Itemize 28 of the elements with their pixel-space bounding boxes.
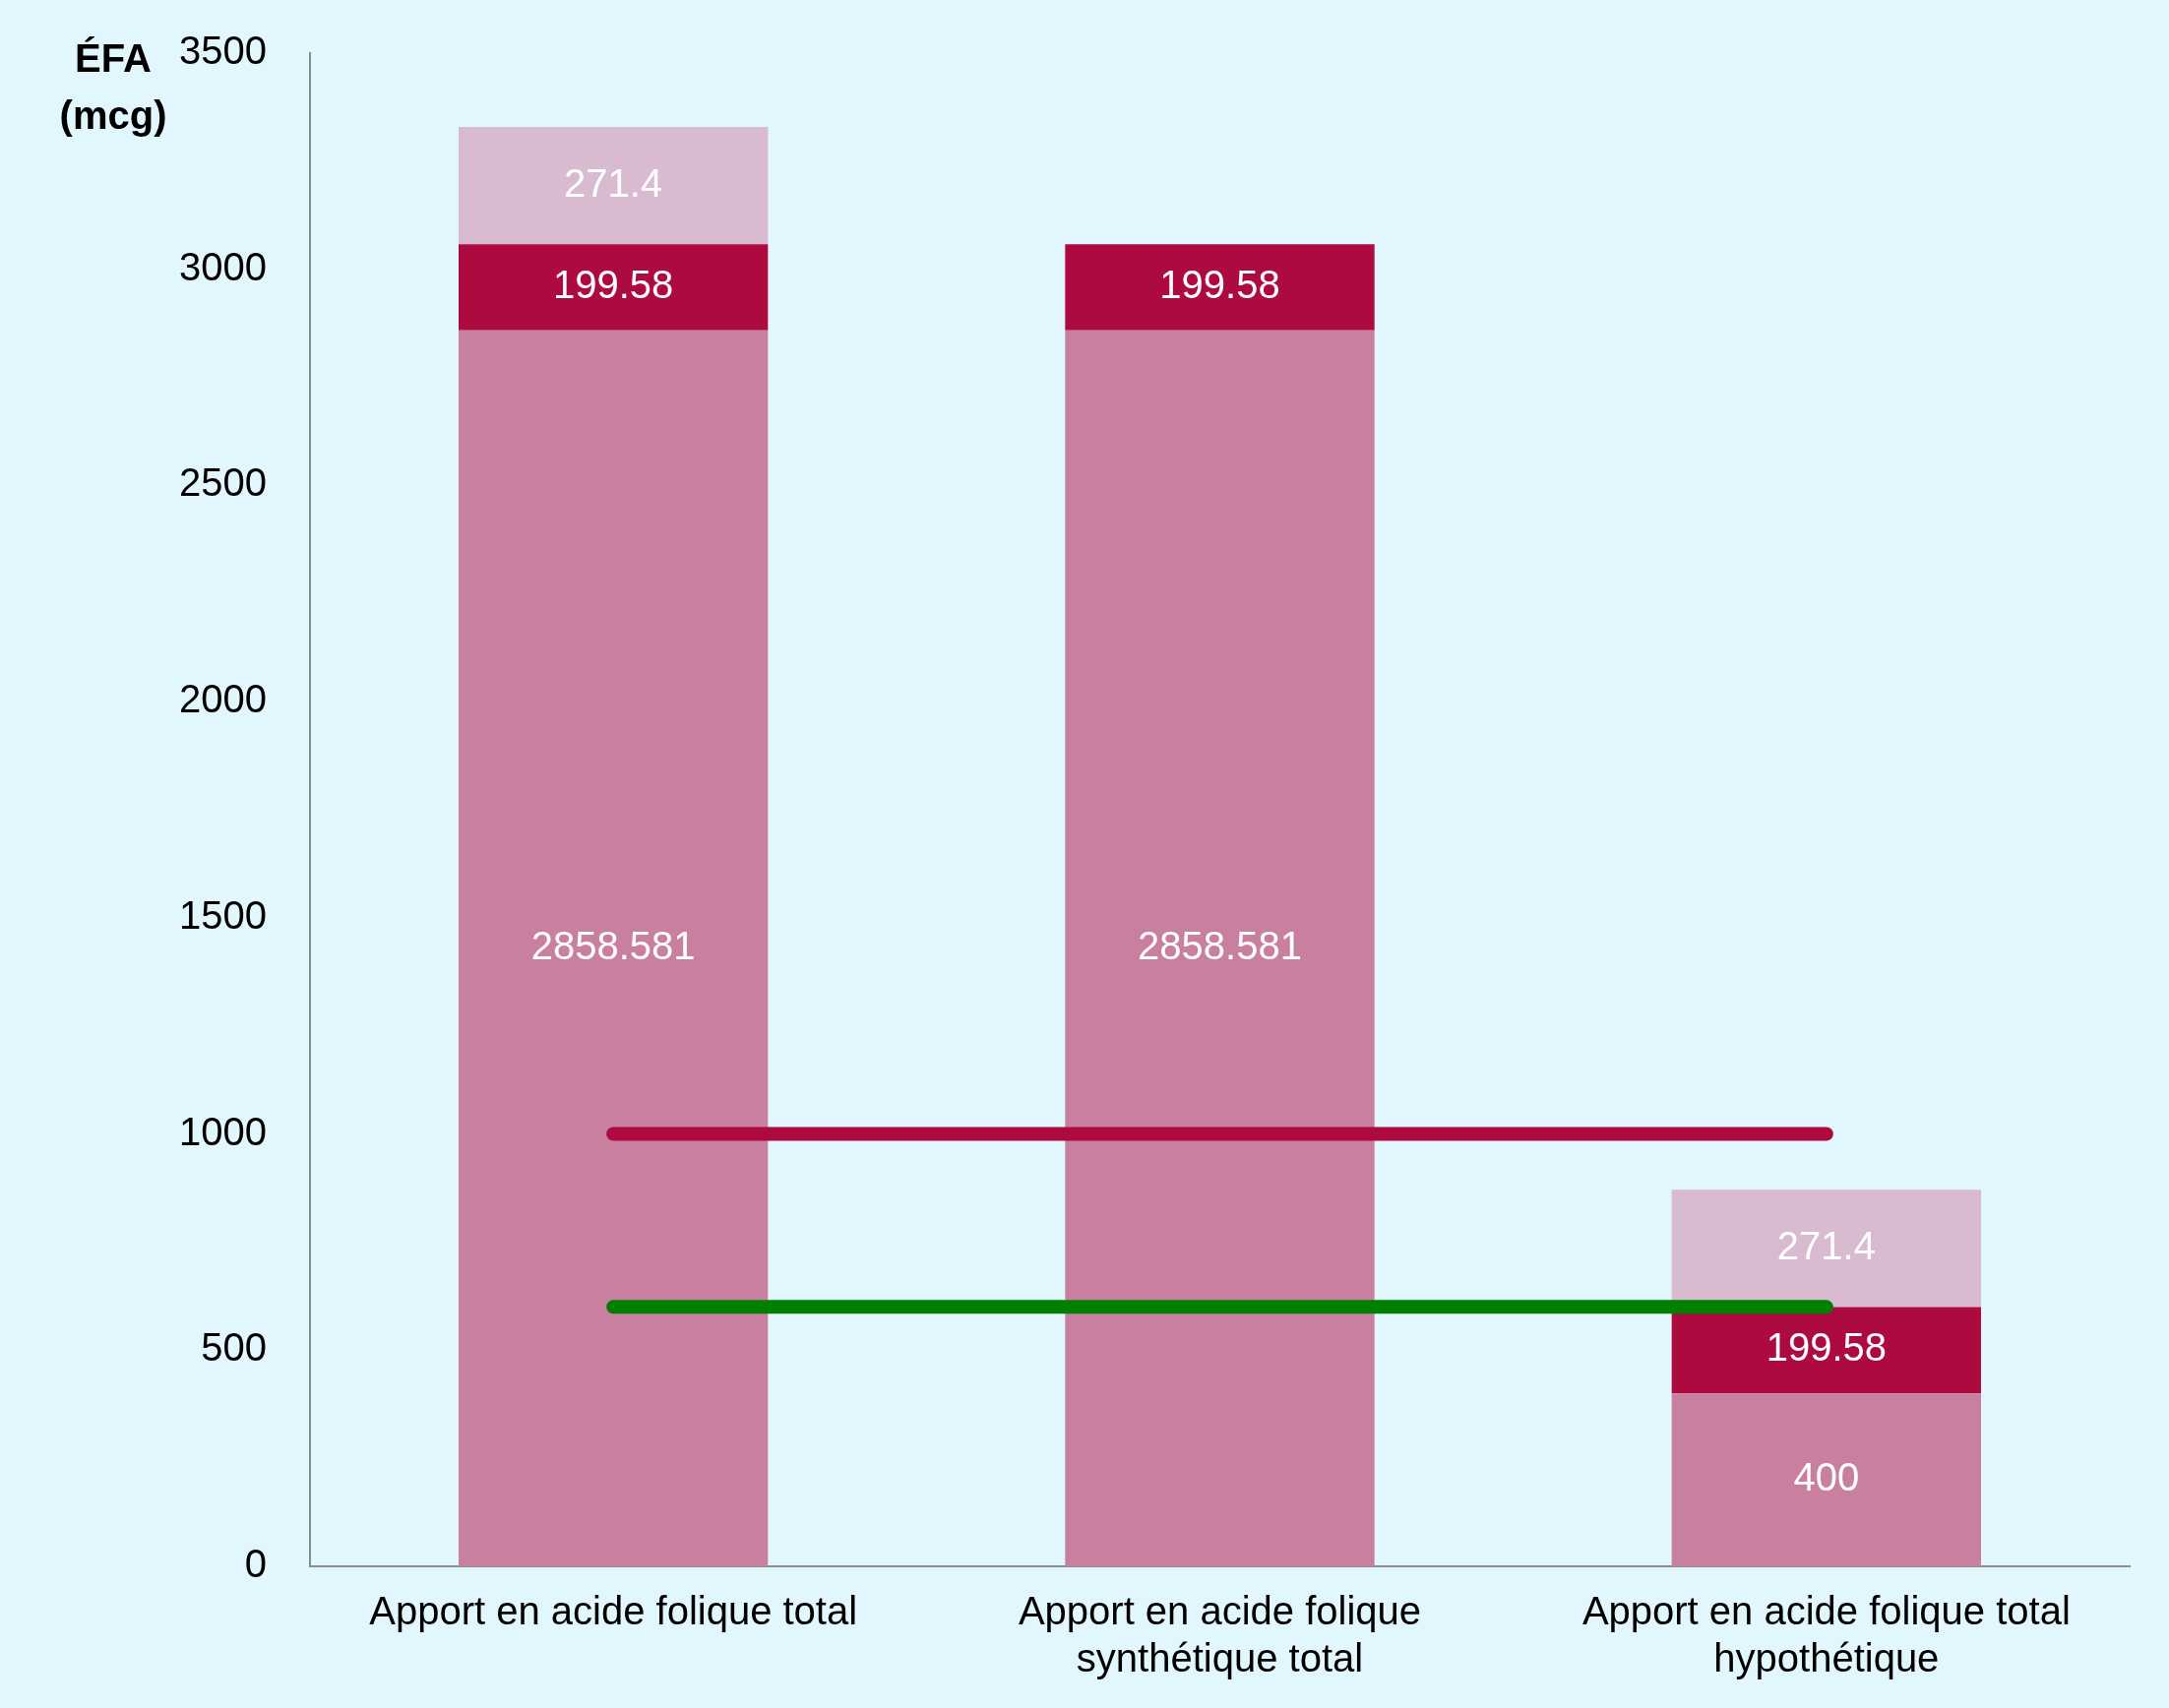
- data-label: 199.58: [552, 263, 674, 307]
- data-label: 2858.581: [530, 923, 696, 967]
- data-label: 2858.581: [1138, 923, 1302, 967]
- y-tick-label: 3000: [179, 244, 267, 288]
- bar: [1671, 1307, 1981, 1394]
- data-label: 199.58: [1159, 263, 1280, 307]
- bar: [1065, 330, 1375, 1566]
- bar: [459, 330, 769, 1566]
- data-label: 199.58: [1766, 1325, 1888, 1370]
- bar: [459, 244, 769, 331]
- bar: [1671, 1393, 1981, 1566]
- y-tick-label: 1500: [179, 892, 267, 937]
- y-tick-label: 2500: [179, 460, 267, 505]
- data-label: 271.4: [1776, 1223, 1876, 1267]
- x-tick-label: Apport en acide folique total hypothétique: [1581, 1589, 2071, 1680]
- bar: [1065, 244, 1375, 331]
- y-axis-title: ÉFA (mcg): [59, 36, 167, 138]
- data-label: 271.4: [564, 160, 663, 205]
- bar: [1671, 1190, 1981, 1308]
- y-tick-label: 500: [201, 1325, 267, 1370]
- y-tick-label: 3500: [179, 29, 267, 73]
- bar: [459, 126, 769, 245]
- x-tick-label: Apport en acide folique synthétique total: [1018, 1589, 1422, 1680]
- y-tick-label: 2000: [179, 677, 267, 721]
- y-tick-label: 0: [244, 1542, 267, 1586]
- x-tick-label: Apport en acide folique total: [369, 1589, 858, 1633]
- y-tick-label: 1000: [179, 1109, 267, 1153]
- data-label: 400: [1793, 1455, 1860, 1499]
